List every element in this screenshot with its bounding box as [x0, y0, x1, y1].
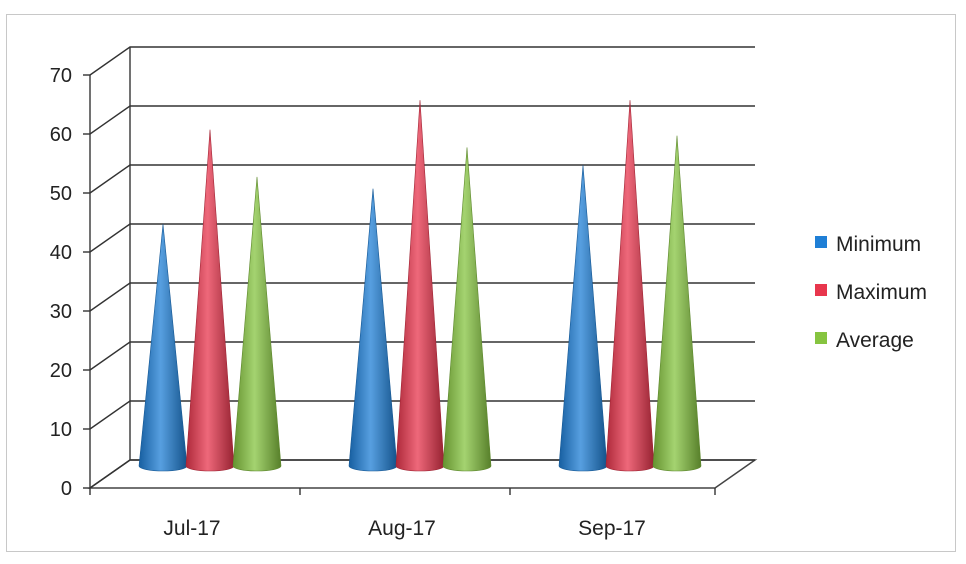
cone-body	[605, 100, 655, 472]
cone-body	[232, 176, 282, 472]
gridline	[89, 223, 755, 253]
cone-average-aug-17	[442, 147, 492, 472]
cone-body	[442, 147, 492, 472]
x-tick-label: Sep-17	[578, 517, 646, 540]
gridline	[89, 341, 755, 371]
gridline	[89, 164, 755, 194]
legend: Minimum Maximum Average	[815, 233, 927, 352]
y-tick-label: 60	[50, 124, 72, 146]
y-tick-label: 70	[50, 65, 72, 87]
y-tick-label: 10	[50, 419, 72, 441]
legend-swatch	[815, 284, 827, 296]
x-tick-label: Aug-17	[368, 517, 436, 540]
cone-average-sep-17	[652, 135, 702, 472]
cone-body	[348, 188, 398, 472]
cone-body	[138, 224, 188, 472]
cone-minimum-sep-17	[558, 165, 608, 472]
cone-body	[185, 129, 235, 472]
legend-swatch	[815, 236, 827, 248]
cone-body	[558, 165, 608, 472]
cones	[138, 100, 702, 472]
x-axis-ticks: Jul-17 Aug-17 Sep-17	[89, 488, 716, 540]
gridlines	[89, 46, 755, 489]
cone-minimum-aug-17	[348, 188, 398, 472]
gridline	[89, 282, 755, 312]
cone-maximum-aug-17	[395, 100, 445, 472]
cone-maximum-sep-17	[605, 100, 655, 472]
y-axis-ticks: 0 10 20 30 40 50 60 70	[50, 65, 90, 500]
x-tick-label: Jul-17	[163, 517, 220, 540]
y-tick-label: 40	[50, 242, 72, 264]
cone-average-jul-17	[232, 176, 282, 472]
legend-swatch	[815, 332, 827, 344]
legend-label: Average	[836, 329, 914, 352]
y-tick-label: 50	[50, 183, 72, 205]
y-tick-label: 30	[50, 301, 72, 323]
cone-maximum-jul-17	[185, 129, 235, 472]
legend-item-maximum: Maximum	[815, 281, 927, 304]
gridline	[89, 105, 755, 135]
gridline	[89, 400, 755, 430]
cone-body	[652, 135, 702, 472]
gridline	[89, 46, 755, 76]
y-tick-label: 20	[50, 360, 72, 382]
legend-item-average: Average	[815, 329, 914, 352]
cone-body	[395, 100, 445, 472]
legend-label: Maximum	[836, 281, 927, 304]
y-tick-label: 0	[61, 478, 72, 500]
gridline	[89, 459, 755, 489]
cone-minimum-jul-17	[138, 224, 188, 472]
legend-item-minimum: Minimum	[815, 233, 921, 256]
legend-label: Minimum	[836, 233, 921, 256]
